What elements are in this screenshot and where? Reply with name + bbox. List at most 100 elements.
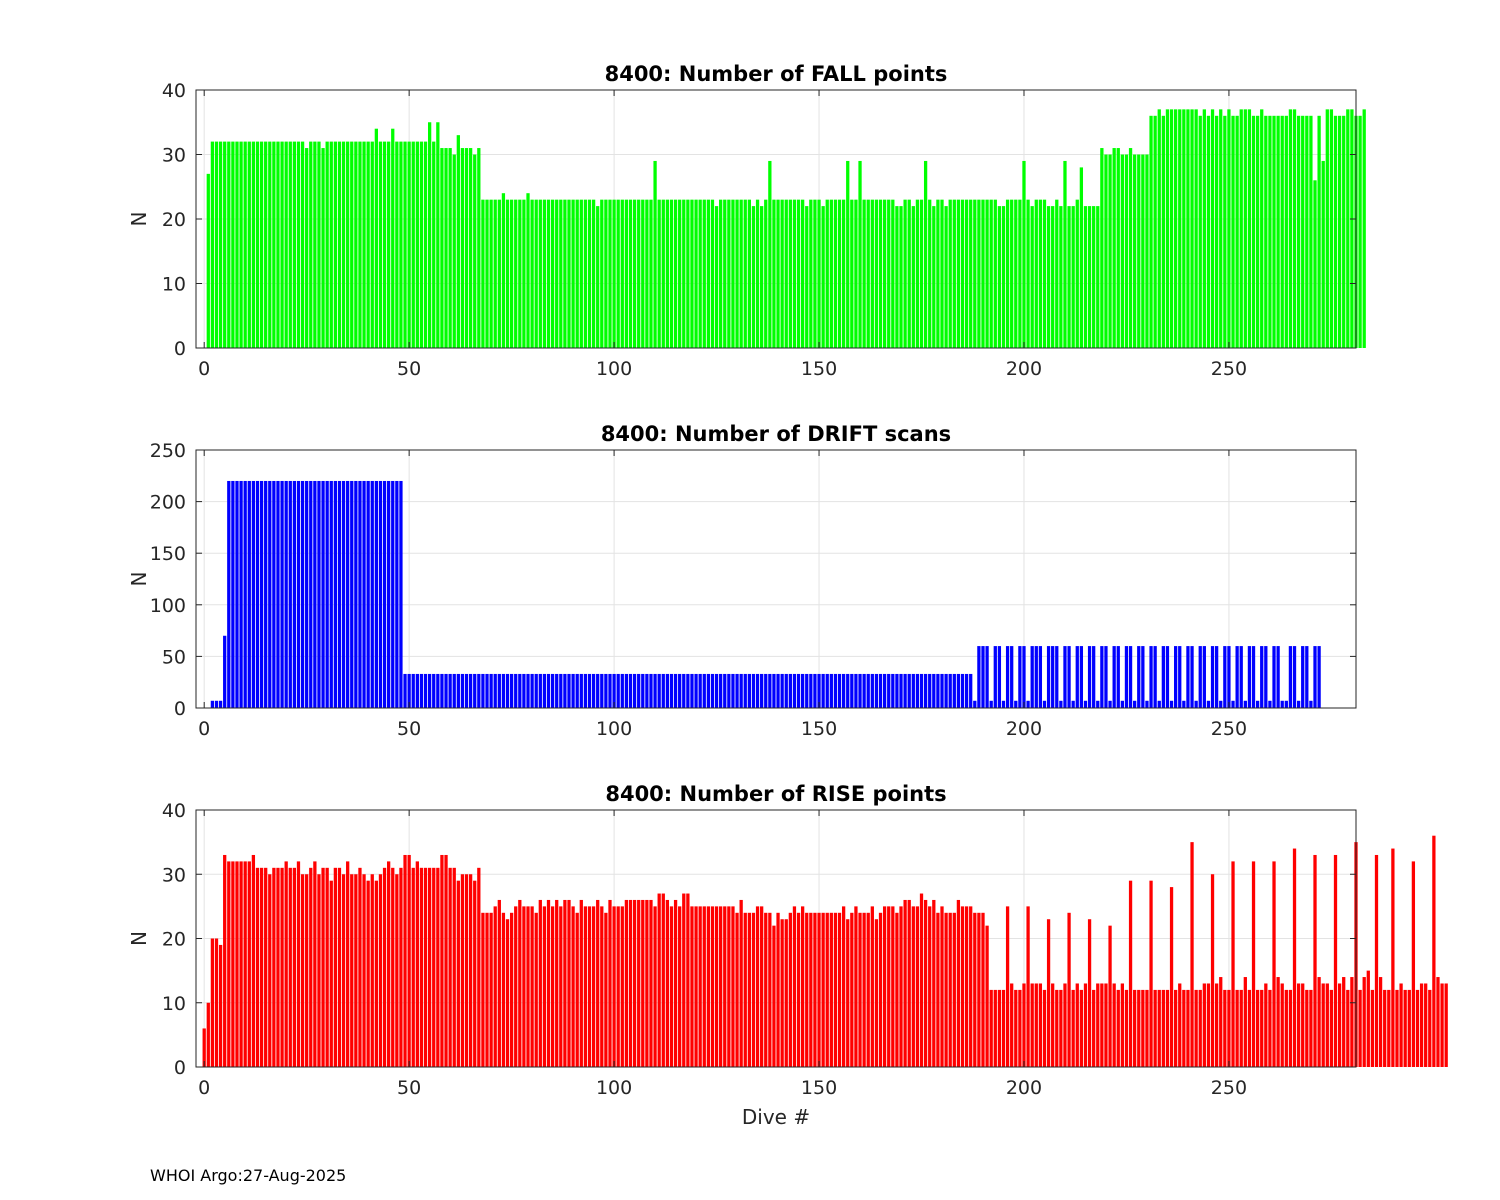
bar [1005, 646, 1010, 708]
bar [780, 919, 784, 1067]
bar [702, 673, 706, 708]
bar [1083, 700, 1088, 708]
bar [448, 867, 452, 1067]
bar [760, 906, 764, 1067]
bar [444, 854, 448, 1067]
bar [346, 861, 350, 1067]
bar [514, 673, 518, 708]
bar [350, 480, 354, 708]
bar [518, 899, 522, 1067]
bar [579, 199, 583, 348]
bar [657, 673, 661, 708]
bar [477, 148, 481, 348]
bar [940, 906, 944, 1067]
bar [497, 899, 501, 1067]
bar [714, 206, 719, 348]
bar [1227, 646, 1231, 708]
bar [1145, 700, 1149, 708]
bar [1313, 646, 1317, 708]
bar [977, 199, 981, 348]
bar [1149, 646, 1153, 708]
bar [1010, 983, 1014, 1067]
bar [1153, 646, 1157, 708]
bar [952, 912, 956, 1067]
y-tick-label: 200 [150, 492, 186, 514]
bar [255, 867, 260, 1067]
bar [1321, 160, 1325, 348]
bar [542, 906, 547, 1067]
bar [1337, 115, 1342, 348]
bar [796, 912, 801, 1067]
bar [915, 673, 920, 708]
bar [936, 199, 940, 348]
bar [862, 199, 866, 348]
chart-3: 0 50 100 150 200 250 0 10 20 30 40 8400: Number of … [127, 782, 1448, 1129]
bar [571, 673, 575, 708]
bar [1161, 989, 1165, 1067]
bar [407, 854, 411, 1067]
x-tick-label: 0 [198, 718, 210, 740]
axes-box [195, 449, 1357, 709]
bar [1235, 115, 1239, 348]
bar [1309, 700, 1313, 708]
bar [1104, 154, 1108, 348]
bar [899, 206, 903, 348]
bar [1251, 861, 1256, 1067]
bar [682, 673, 686, 708]
bar [423, 141, 428, 348]
bar [755, 906, 760, 1067]
bar [309, 867, 313, 1067]
bar [575, 673, 579, 708]
bar [1296, 115, 1301, 348]
bar [878, 199, 883, 348]
bar [628, 673, 633, 708]
bar [1169, 887, 1174, 1067]
bar [1005, 906, 1010, 1067]
bar [833, 673, 838, 708]
bar [731, 673, 735, 708]
bar [657, 893, 661, 1067]
bar [1108, 925, 1112, 1067]
bar [870, 673, 874, 708]
bar [485, 673, 489, 708]
y-tick-label: 10 [162, 274, 186, 296]
bar [231, 141, 235, 348]
bar [464, 673, 469, 708]
bar [973, 700, 977, 708]
bar [284, 861, 288, 1067]
bar [678, 199, 682, 348]
bar [665, 673, 670, 708]
bar [587, 673, 592, 708]
bar [747, 199, 751, 348]
bar [218, 700, 223, 708]
bar [1178, 646, 1182, 708]
bar [575, 199, 579, 348]
bar [206, 1002, 210, 1067]
bar [809, 912, 813, 1067]
bar [305, 148, 309, 348]
x-tick-label: 150 [801, 718, 837, 740]
bar [776, 673, 780, 708]
bar [1182, 700, 1186, 708]
bar [673, 673, 678, 708]
bar [546, 673, 551, 708]
bar [719, 906, 723, 1067]
bar [973, 912, 977, 1067]
bar [1399, 983, 1403, 1067]
bar [1055, 989, 1059, 1067]
bar [1243, 109, 1247, 348]
bar [1284, 989, 1288, 1067]
bar [944, 912, 948, 1067]
bar [1079, 989, 1084, 1067]
bar [686, 673, 690, 708]
bar [694, 199, 698, 348]
bar [1350, 109, 1354, 348]
bar [346, 141, 350, 348]
x-tick-label: 150 [801, 358, 837, 380]
bar [1186, 989, 1190, 1067]
bar [530, 199, 534, 348]
bar [579, 899, 583, 1067]
bar [969, 199, 973, 348]
bar [1001, 700, 1006, 708]
